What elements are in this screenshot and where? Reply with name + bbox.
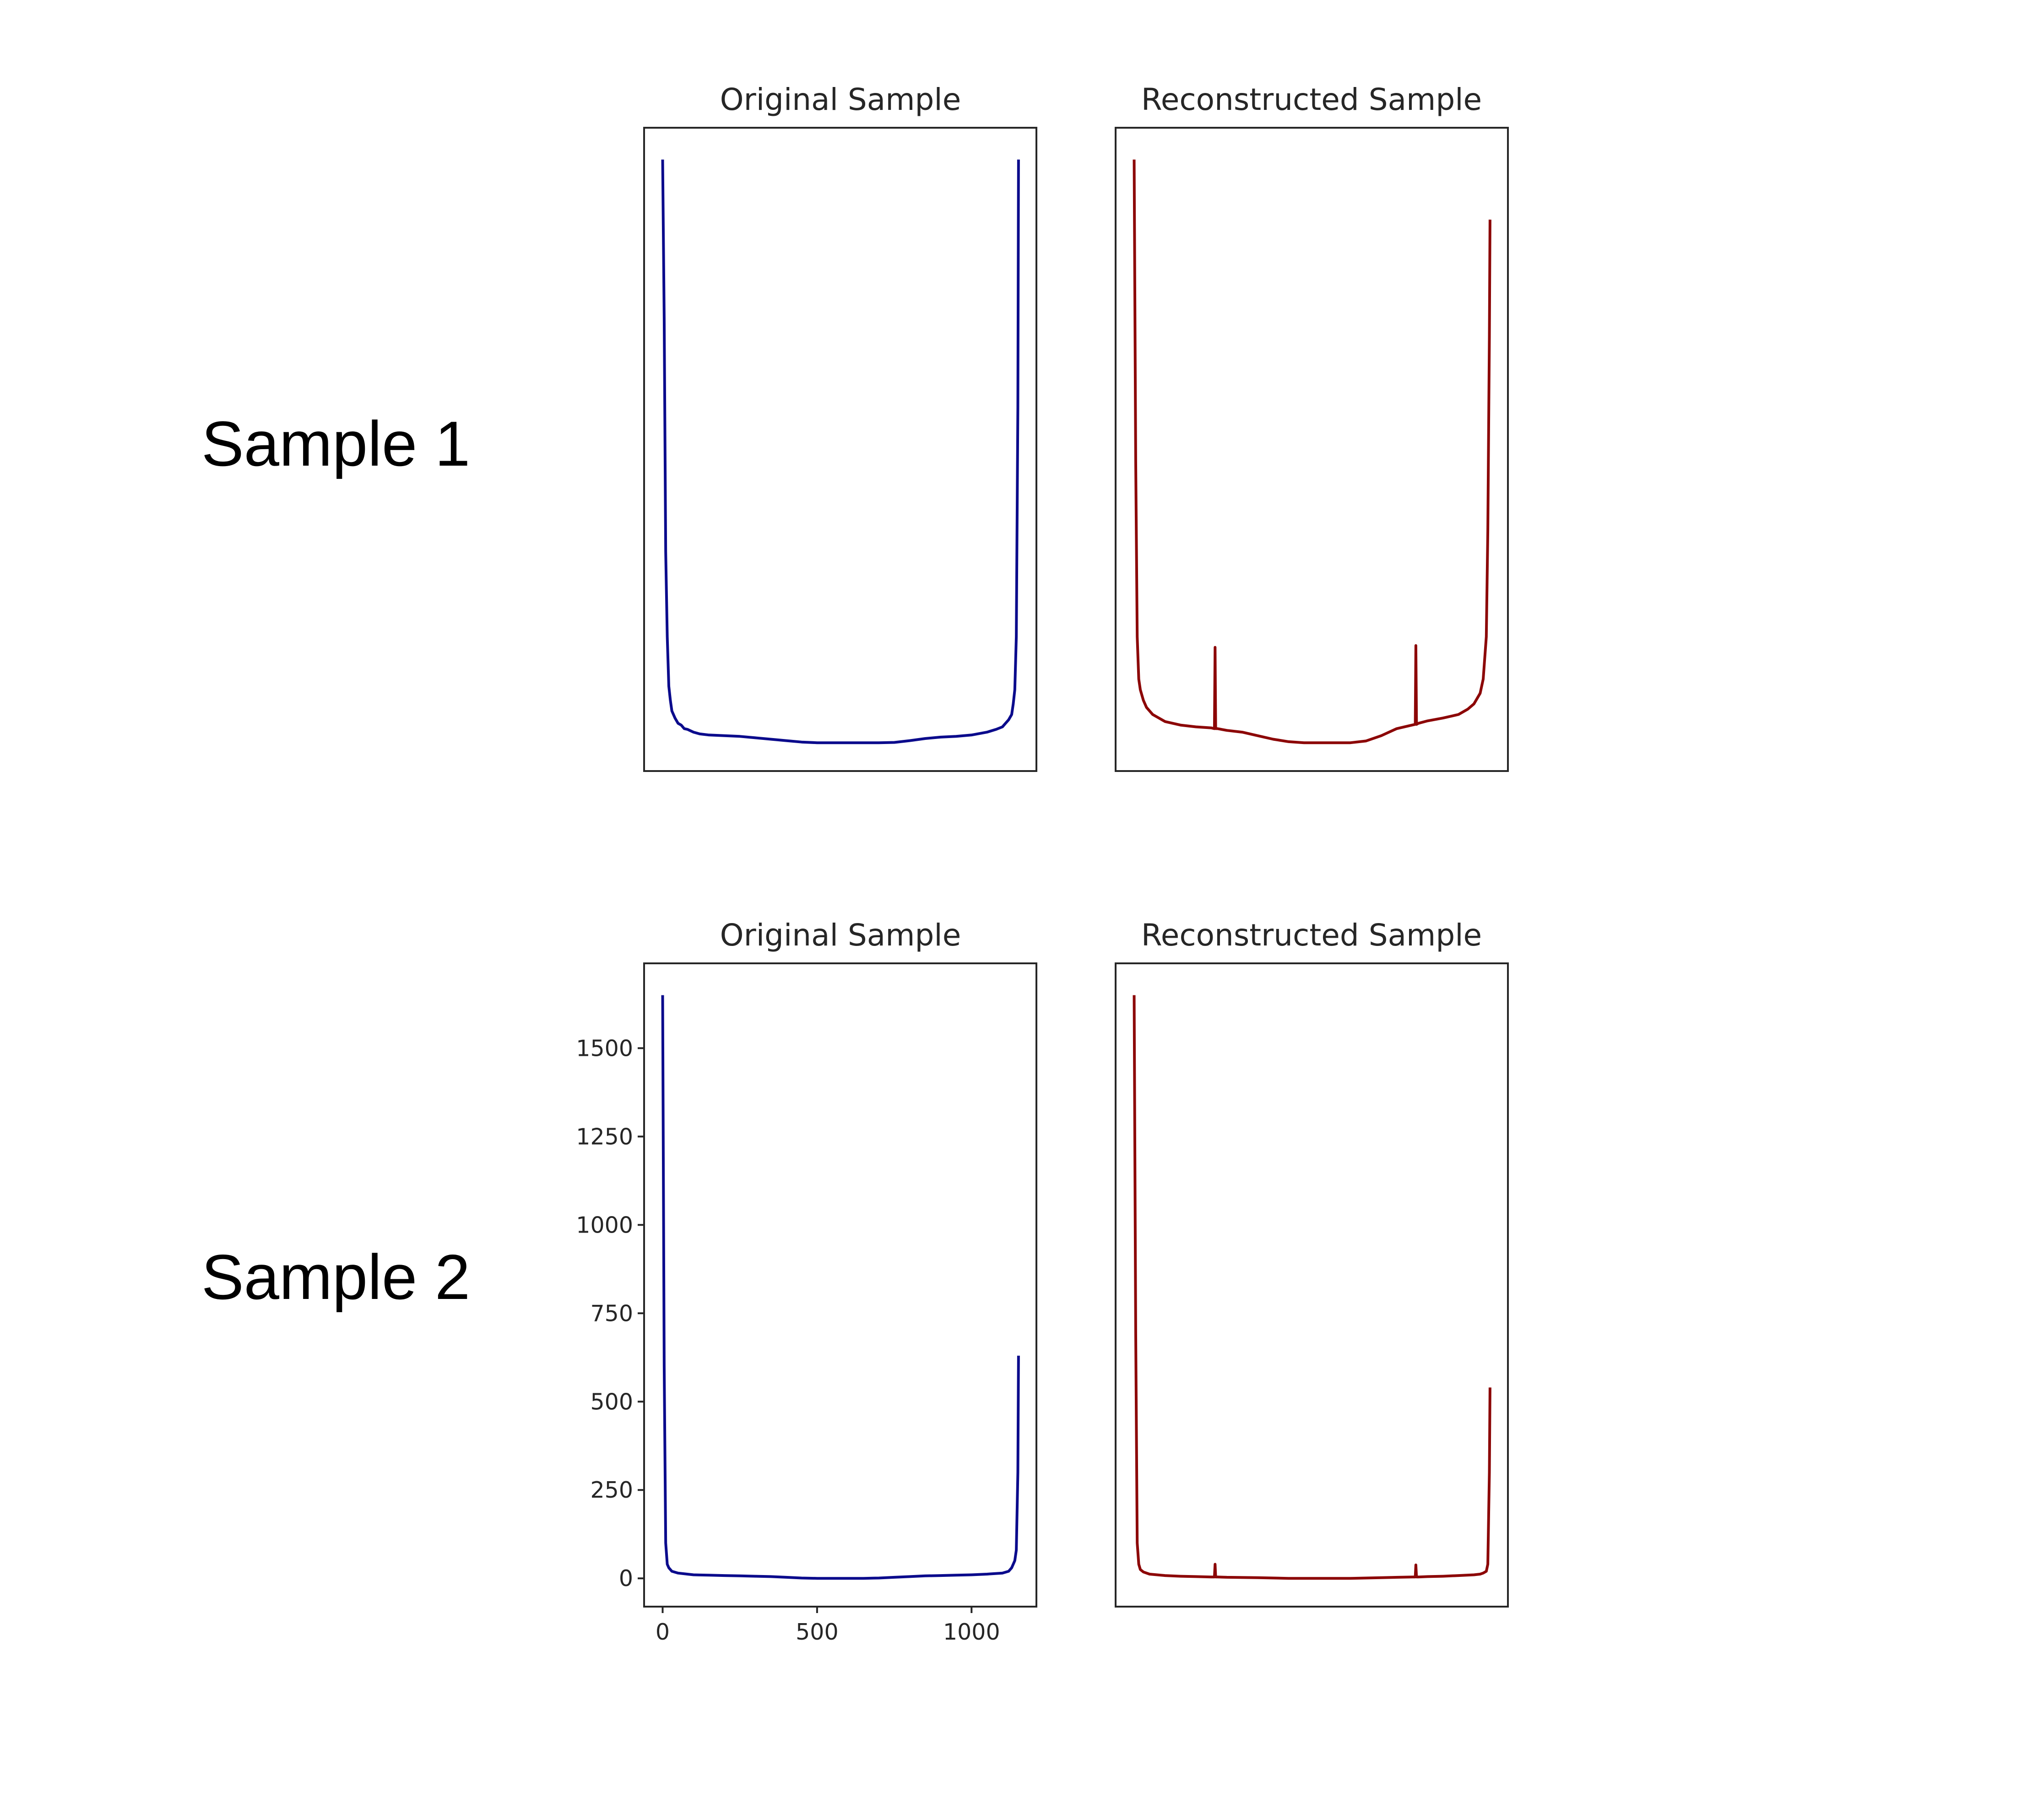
- x-tick-label: 500: [796, 1619, 839, 1645]
- row-label-sample-2: Sample 2: [201, 1242, 471, 1313]
- series-line: [1133, 159, 1491, 744]
- panel-title: Original Sample: [720, 82, 961, 117]
- panel-sample-1-reconstructed: Reconstructed Sample: [1115, 82, 1509, 772]
- series-line: [661, 995, 1020, 1580]
- panel-title: Reconstructed Sample: [1141, 82, 1482, 117]
- x-tick-label: 1000: [943, 1619, 1000, 1645]
- panel-title: Reconstructed Sample: [1141, 918, 1482, 953]
- y-axis-ticks: 0 250 500 750 1000 1250 1500: [576, 1035, 644, 1592]
- panel-sample-1-original: Original Sample: [643, 82, 1037, 772]
- series-line: [1133, 995, 1491, 1580]
- y-tick-label: 250: [590, 1477, 633, 1503]
- plot-frame: [1115, 127, 1509, 772]
- y-tick-label: 0: [619, 1565, 633, 1592]
- panel-title: Original Sample: [720, 918, 961, 953]
- y-tick-label: 1500: [576, 1035, 633, 1061]
- x-axis-ticks: 0 500 1000: [656, 1607, 1000, 1645]
- row-label-sample-1: Sample 1: [201, 408, 471, 479]
- y-tick-label: 750: [590, 1300, 633, 1326]
- y-tick-label: 1000: [576, 1212, 633, 1238]
- plot-frame: [643, 127, 1037, 772]
- y-tick-label: 1250: [576, 1124, 633, 1150]
- plot-frame: [643, 962, 1037, 1608]
- panel-sample-2-original: Original Sample 0 250 500 750 1000 1250 1500 0…: [576, 918, 1037, 1645]
- panel-sample-2-reconstructed: Reconstructed Sample: [1115, 918, 1509, 1608]
- x-tick-label: 0: [656, 1619, 670, 1645]
- y-tick-label: 500: [590, 1389, 633, 1415]
- plot-frame: [1115, 962, 1509, 1608]
- series-line: [661, 159, 1020, 744]
